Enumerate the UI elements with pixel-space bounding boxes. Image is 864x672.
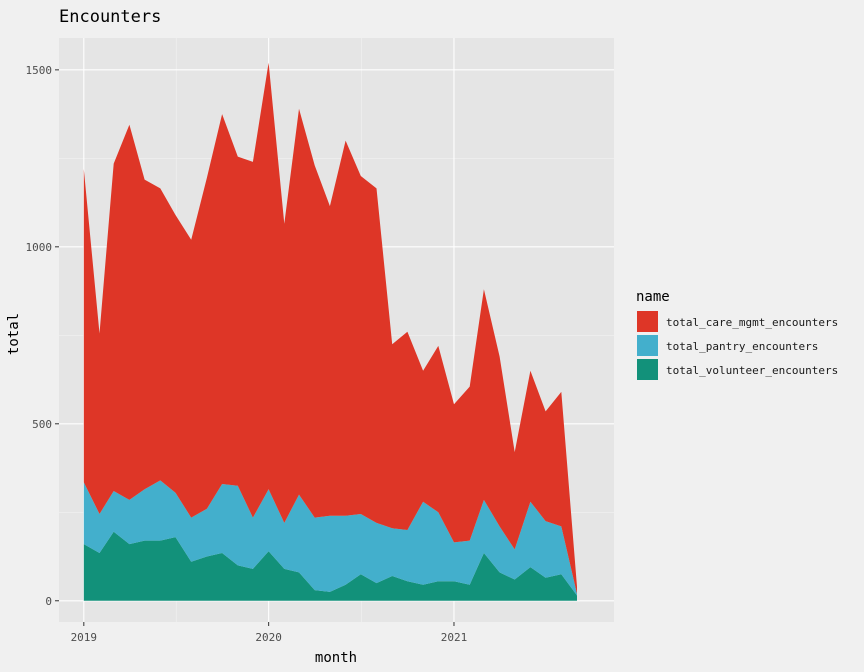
x-axis-title: month [315, 650, 357, 666]
x-axis: 2019 2020 2021 [71, 622, 468, 644]
x-tick-label: 2021 [441, 631, 468, 644]
legend-label: total_pantry_encounters [666, 340, 818, 353]
legend-title: name [636, 289, 670, 305]
legend: name total_care_mgmt_encounters total_pan… [636, 289, 838, 380]
y-tick-label: 1000 [26, 241, 53, 254]
x-tick-label: 2019 [71, 631, 98, 644]
area-total_volunteer_encounters [83, 531, 578, 601]
stacked-areas [83, 62, 578, 601]
area-total_care_mgmt_encounters [83, 62, 578, 594]
legend-swatch [637, 359, 658, 380]
y-axis-title: total [6, 313, 22, 355]
y-axis: 0 500 1000 1500 [26, 64, 59, 608]
chart-title: Encounters [59, 7, 161, 27]
legend-swatch [637, 311, 658, 332]
legend-label: total_volunteer_encounters [666, 364, 838, 377]
area-total_pantry_encounters [83, 480, 578, 596]
y-tick-label: 0 [45, 595, 52, 608]
legend-swatch [637, 335, 658, 356]
x-tick-label: 2020 [255, 631, 282, 644]
y-tick-label: 1500 [26, 64, 53, 77]
y-tick-label: 500 [32, 418, 52, 431]
legend-label: total_care_mgmt_encounters [666, 316, 838, 329]
